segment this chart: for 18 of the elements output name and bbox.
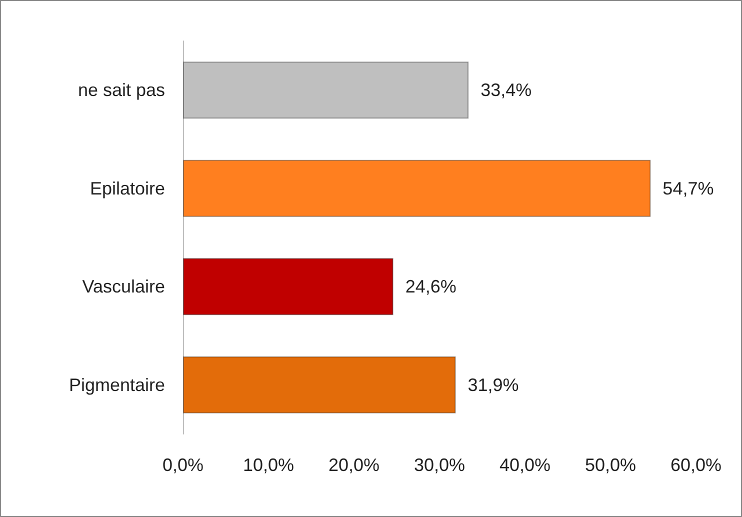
data-label: 24,6%: [405, 276, 456, 297]
data-label: 54,7%: [662, 178, 714, 198]
x-tick-label: 50,0%: [584, 455, 636, 475]
x-tick-label: 20,0%: [328, 455, 380, 475]
y-tick-label: Pigmentaire: [68, 374, 165, 395]
y-tick-label: ne sait pas: [78, 80, 165, 100]
y-tick-label: Epilatoire: [90, 178, 165, 198]
y-tick-label: Vasculaire: [82, 276, 165, 297]
x-tick-label: 10,0%: [242, 455, 294, 475]
x-tick-label: 40,0%: [499, 455, 551, 475]
data-label: 31,9%: [468, 374, 519, 395]
bar: [183, 160, 651, 217]
bar: [183, 258, 394, 316]
data-label: 33,4%: [480, 80, 532, 100]
x-tick-label: 60,0%: [670, 455, 722, 475]
x-tick-label: 30,0%: [414, 455, 466, 475]
x-tick-label: 0,0%: [162, 455, 204, 475]
bar: [183, 356, 456, 414]
